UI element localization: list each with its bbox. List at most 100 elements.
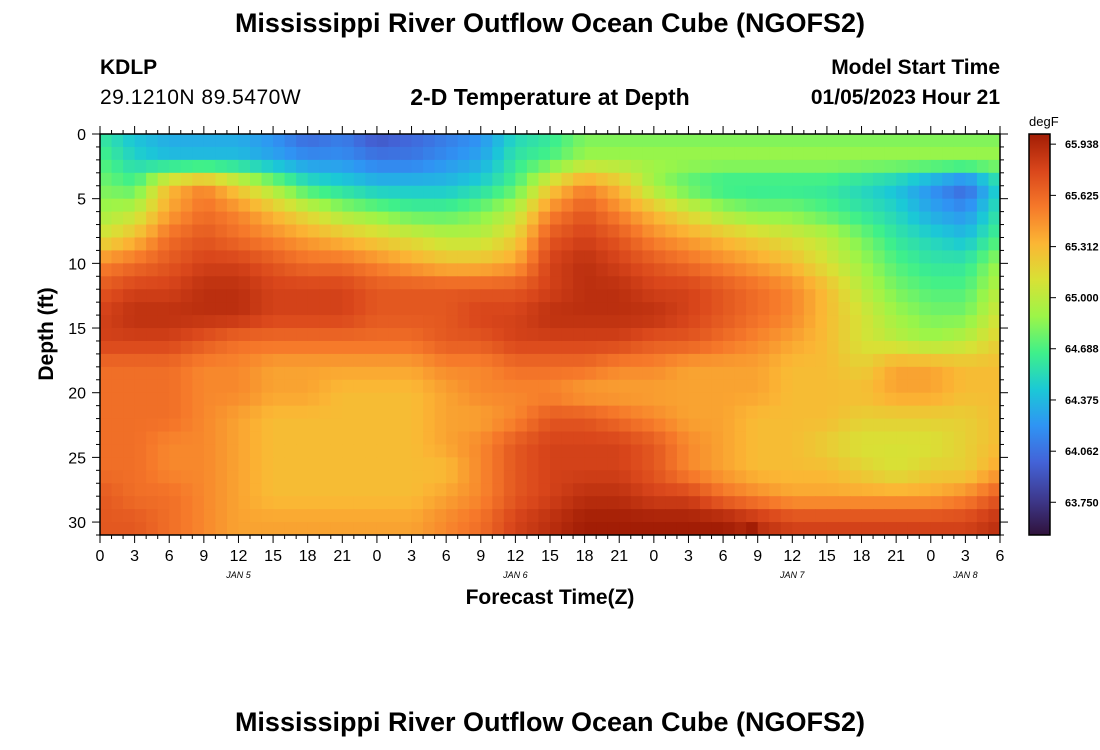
heatmap-cell xyxy=(330,146,343,161)
heatmap-cell xyxy=(607,276,620,290)
heatmap-cell xyxy=(665,328,678,342)
heatmap-cell xyxy=(400,315,413,329)
heatmap-cell xyxy=(411,185,424,200)
heatmap-cell xyxy=(607,159,620,174)
heatmap-cell xyxy=(711,457,724,471)
heatmap-cell xyxy=(896,263,909,277)
heatmap-cell xyxy=(111,340,124,355)
heatmap-cell xyxy=(238,302,251,316)
heatmap-cell xyxy=(515,509,528,523)
heatmap-cell xyxy=(780,159,793,174)
heatmap-cell xyxy=(596,418,609,433)
heatmap-cell xyxy=(469,444,482,458)
heatmap-cell xyxy=(815,431,828,445)
heatmap-cell xyxy=(942,405,955,420)
heatmap-cell xyxy=(203,211,216,226)
heatmap-cell xyxy=(192,522,205,536)
heatmap-cell xyxy=(250,211,263,226)
heatmap-cell xyxy=(550,392,563,407)
heatmap-cell xyxy=(630,431,643,445)
heatmap-cell xyxy=(342,405,355,420)
heatmap-cell xyxy=(803,237,816,251)
heatmap-cell xyxy=(653,250,666,264)
heatmap-cell xyxy=(596,302,609,316)
heatmap-cell xyxy=(711,302,724,316)
heatmap-cell xyxy=(642,444,655,458)
heatmap-cell xyxy=(284,470,297,484)
heatmap-cell xyxy=(203,405,216,420)
heatmap-cell xyxy=(353,198,366,213)
heatmap-cell xyxy=(642,392,655,407)
heatmap-cell xyxy=(757,522,770,536)
heatmap-cell xyxy=(930,379,943,394)
heatmap-cell xyxy=(976,250,989,264)
heatmap-cell xyxy=(192,353,205,368)
heatmap-cell xyxy=(296,134,309,148)
heatmap-cell xyxy=(607,250,620,264)
heatmap-cell xyxy=(896,134,909,148)
heatmap-cell xyxy=(100,315,113,329)
heatmap-cell xyxy=(515,302,528,316)
heatmap-cell xyxy=(226,263,239,277)
heatmap-cell xyxy=(157,134,170,148)
heatmap-cell xyxy=(192,263,205,277)
heatmap-cell xyxy=(838,470,851,484)
heatmap-cell xyxy=(365,198,378,213)
heatmap-cell xyxy=(180,302,193,316)
heatmap-cell xyxy=(192,315,205,329)
heatmap-cell xyxy=(838,276,851,290)
heatmap-cell xyxy=(561,431,574,445)
heatmap-cell xyxy=(388,224,401,238)
heatmap-cell xyxy=(688,483,701,497)
heatmap-cell xyxy=(226,470,239,484)
heatmap-cell xyxy=(803,263,816,277)
heatmap-cell xyxy=(861,134,874,148)
heatmap-cell xyxy=(653,185,666,200)
heatmap-cell xyxy=(526,237,539,251)
heatmap-cell xyxy=(619,470,632,484)
heatmap-cell xyxy=(342,289,355,303)
heatmap-cell xyxy=(561,302,574,316)
heatmap-cell xyxy=(273,159,286,174)
heatmap-cell xyxy=(676,250,689,264)
heatmap-cell xyxy=(723,263,736,277)
heatmap-cell xyxy=(284,146,297,161)
heatmap-cell xyxy=(573,276,586,290)
heatmap-cell xyxy=(192,237,205,251)
heatmap-cell xyxy=(803,366,816,381)
heatmap-cell xyxy=(238,457,251,471)
heatmap-cell xyxy=(492,522,505,536)
heatmap-cell xyxy=(203,366,216,381)
heatmap-cell xyxy=(365,444,378,458)
heatmap-cell xyxy=(746,431,759,445)
heatmap-cell xyxy=(146,289,159,303)
heatmap-cell xyxy=(711,172,724,187)
heatmap-cell xyxy=(111,276,124,290)
heatmap-cell xyxy=(284,366,297,381)
heatmap-cell xyxy=(250,172,263,187)
heatmap-cell xyxy=(480,315,493,329)
heatmap-cell xyxy=(976,237,989,251)
heatmap-cell xyxy=(953,302,966,316)
heatmap-cell xyxy=(930,470,943,484)
heatmap-cell xyxy=(480,250,493,264)
heatmap-cell xyxy=(273,470,286,484)
heatmap-cell xyxy=(665,470,678,484)
heatmap-cell xyxy=(238,263,251,277)
heatmap-cell xyxy=(296,302,309,316)
heatmap-cell xyxy=(100,392,113,407)
heatmap-cell xyxy=(584,457,597,471)
heatmap-cell xyxy=(907,146,920,161)
heatmap-cell xyxy=(515,289,528,303)
heatmap-cell xyxy=(503,185,516,200)
heatmap-cell xyxy=(203,483,216,497)
heatmap-cell xyxy=(250,522,263,536)
heatmap-cell xyxy=(769,509,782,523)
heatmap-cell xyxy=(180,418,193,433)
heatmap-cell xyxy=(284,172,297,187)
heatmap-cell xyxy=(907,496,920,510)
heatmap-cell xyxy=(757,340,770,355)
heatmap-cell xyxy=(284,444,297,458)
heatmap-cell xyxy=(538,405,551,420)
heatmap-cell xyxy=(630,276,643,290)
